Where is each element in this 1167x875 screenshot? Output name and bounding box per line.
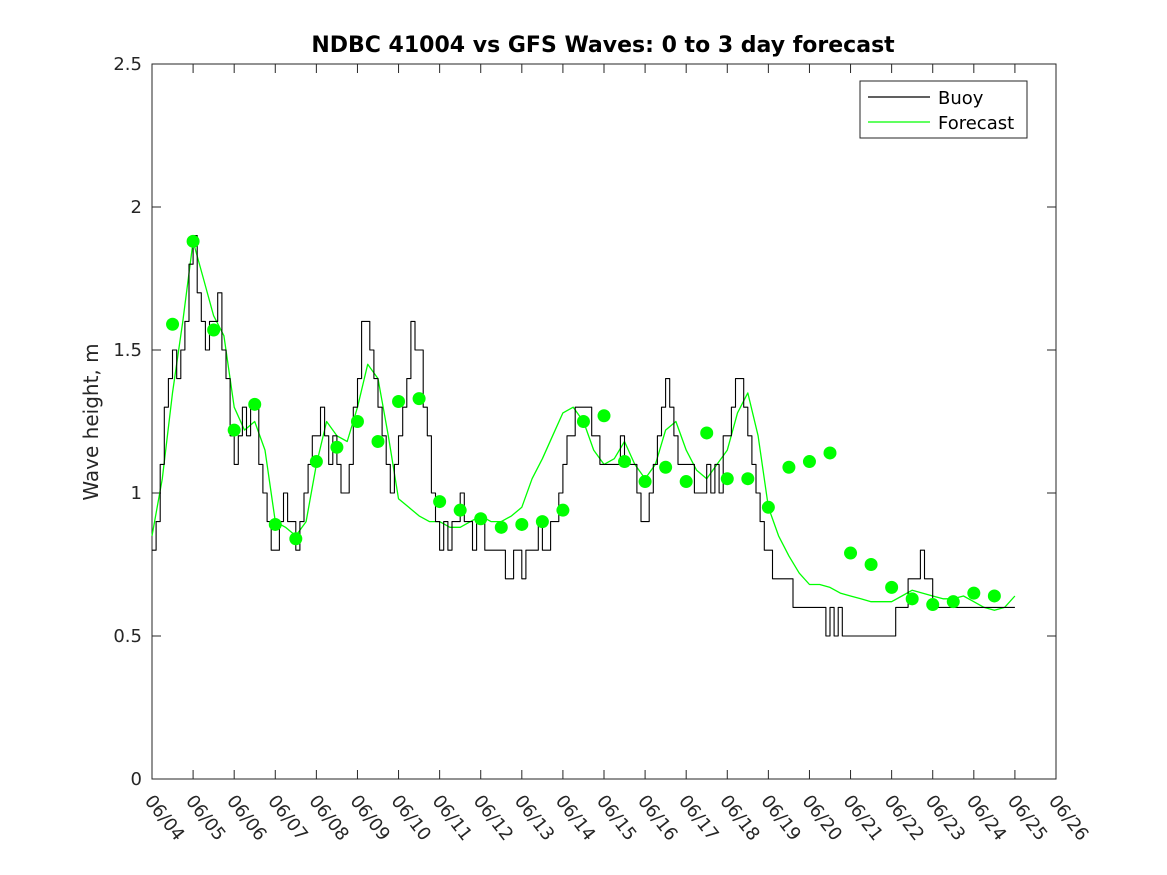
y-tick-label: 1.5 (113, 340, 142, 361)
y-tick-label: 1 (131, 483, 142, 504)
analysis-point (166, 317, 180, 331)
analysis-point (679, 475, 693, 489)
analysis-point (905, 592, 919, 606)
analysis-point (802, 455, 816, 469)
analysis-point (453, 503, 467, 517)
y-tick-label: 0.5 (113, 626, 142, 647)
analysis-point (248, 397, 262, 411)
analysis-point (494, 520, 508, 534)
analysis-point (597, 409, 611, 423)
analysis-point (638, 475, 652, 489)
analysis-point (782, 460, 796, 474)
legend-label-forecast: Forecast (938, 113, 1014, 134)
analysis-point (433, 495, 447, 509)
analysis-point (720, 472, 734, 486)
analysis-point (864, 558, 878, 571)
y-tick-label: 2 (131, 197, 142, 218)
analysis-point (371, 435, 385, 449)
analysis-point (741, 472, 755, 486)
analysis-point (659, 460, 673, 474)
analysis-point (946, 595, 960, 609)
y-tick-label: 2.5 (113, 54, 142, 75)
analysis-point (761, 500, 775, 514)
analysis-point (330, 440, 344, 454)
analysis-point (186, 234, 200, 248)
analysis-point (823, 446, 837, 460)
legend-label-buoy: Buoy (938, 88, 984, 109)
analysis-point (474, 512, 488, 526)
y-axis: 0 0.5 1 1.5 2 2.5 (113, 54, 1056, 790)
analysis-point (556, 503, 570, 517)
y-tick-label: 0 (131, 769, 142, 790)
analysis-point (392, 394, 406, 408)
y-axis-label: Wave height, m (79, 343, 103, 500)
analysis-point (967, 586, 981, 600)
analysis-point (987, 589, 1001, 603)
legend: Buoy Forecast (859, 80, 1028, 139)
analysis-point (227, 423, 241, 437)
legend-box (859, 80, 1028, 139)
analysis-points (166, 234, 1001, 612)
analysis-point (618, 455, 632, 469)
analysis-point (926, 598, 940, 612)
analysis-point (350, 415, 364, 428)
analysis-point (844, 546, 858, 560)
analysis-point (207, 323, 221, 337)
analysis-point (700, 426, 714, 440)
analysis-point (576, 415, 590, 428)
analysis-point (268, 517, 282, 531)
analysis-point (412, 392, 426, 406)
chart-title: NDBC 41004 vs GFS Waves: 0 to 3 day fore… (311, 33, 895, 58)
analysis-point (515, 517, 529, 531)
analysis-point (289, 532, 303, 546)
analysis-point (885, 580, 899, 594)
analysis-point (535, 515, 549, 529)
analysis-point (309, 455, 323, 469)
